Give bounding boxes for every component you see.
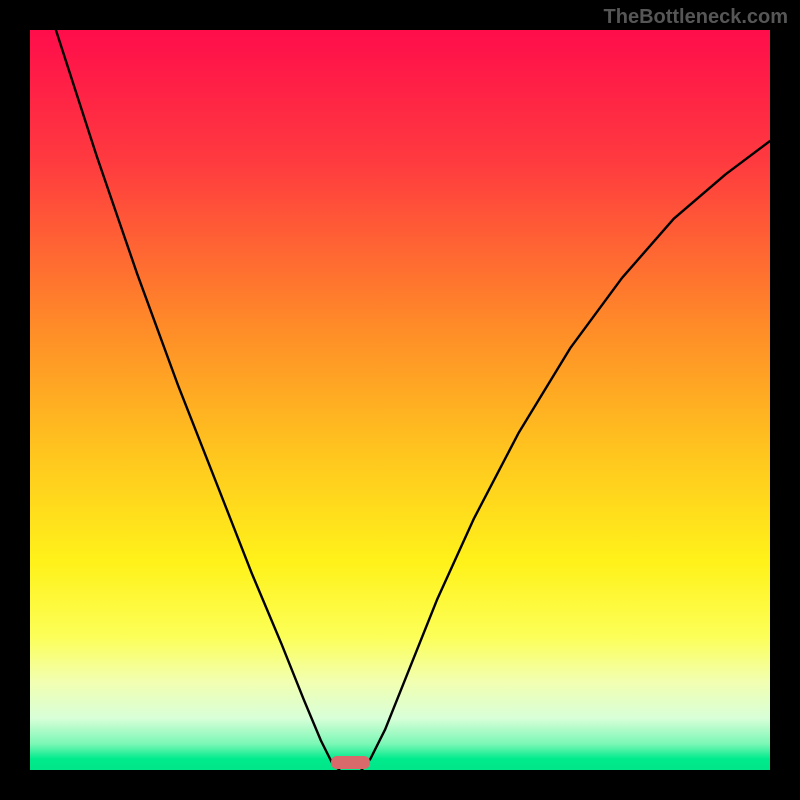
watermark-text: TheBottleneck.com xyxy=(604,6,788,29)
bottleneck-marker xyxy=(331,756,369,769)
curve-svg xyxy=(30,30,770,770)
curve-left-branch xyxy=(56,30,339,770)
plot-area xyxy=(30,30,770,770)
chart-frame: TheBottleneck.com xyxy=(0,0,800,800)
curve-right-branch xyxy=(362,141,770,770)
